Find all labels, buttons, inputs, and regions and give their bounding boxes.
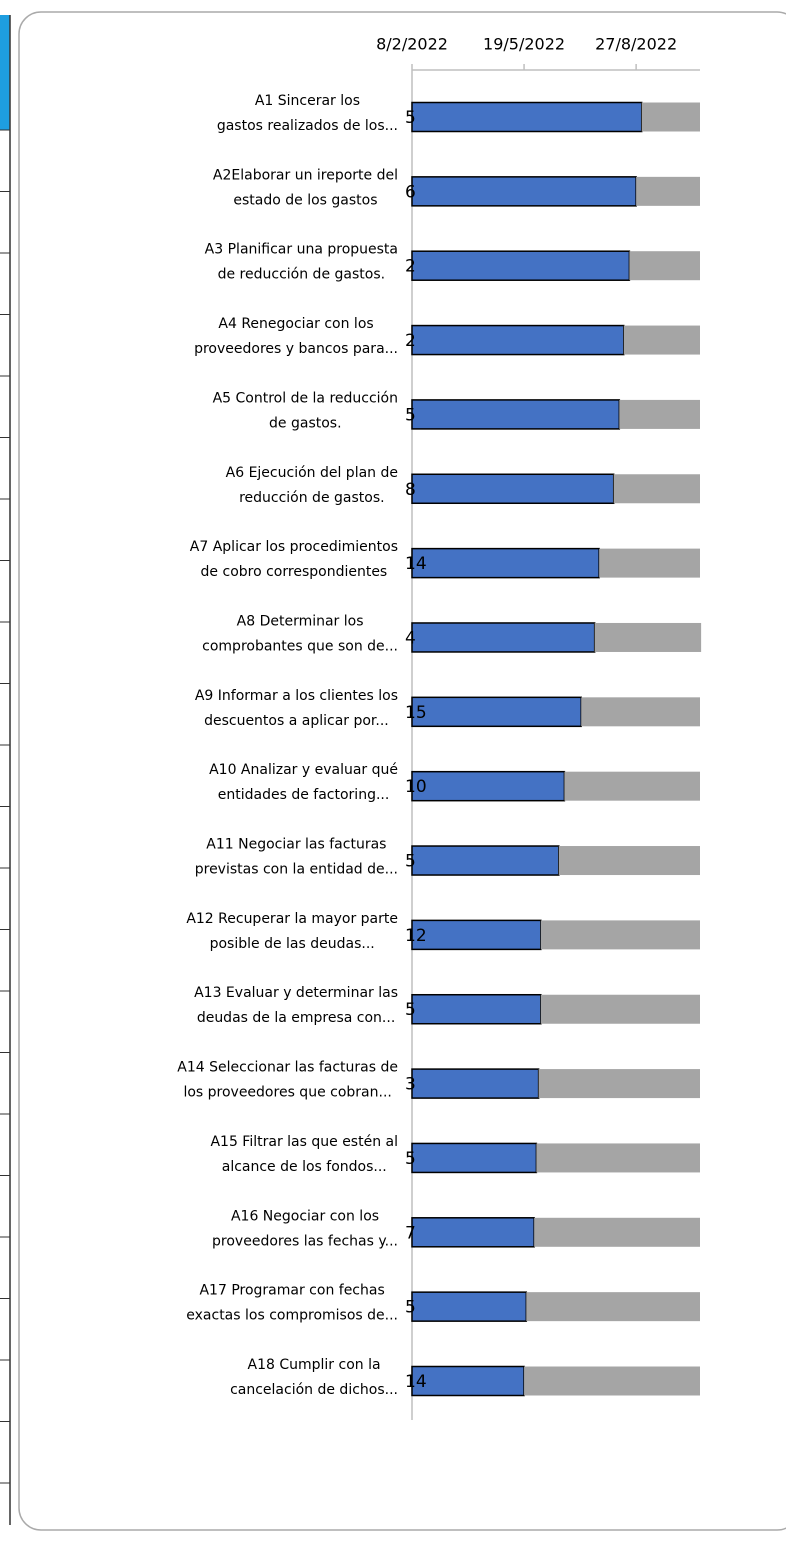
category-label: previstas con la entidad de... bbox=[195, 862, 398, 878]
remaining-bar bbox=[613, 474, 700, 504]
task-bar bbox=[411, 101, 643, 133]
category-label: cancelación de dichos... bbox=[230, 1382, 398, 1398]
data-label: 7 bbox=[405, 1223, 416, 1243]
category-label: descuentos a aplicar por... bbox=[204, 713, 389, 729]
category-label: A7 Aplicar los procedimientos bbox=[190, 539, 398, 555]
data-label: 14 bbox=[405, 1372, 427, 1392]
category-label: posible de las deudas... bbox=[210, 936, 375, 952]
task-bar bbox=[411, 1142, 538, 1174]
remaining-bar bbox=[581, 697, 700, 727]
category-label: A18 Cumplir con la bbox=[248, 1357, 381, 1373]
category-label: A9 Informar a los clientes los bbox=[195, 688, 398, 704]
data-label: 12 bbox=[405, 926, 427, 946]
remaining-bar bbox=[594, 622, 702, 652]
task-bar bbox=[411, 176, 637, 207]
category-label: A1 Sincerar los bbox=[255, 93, 360, 109]
task-bar bbox=[411, 1291, 528, 1322]
task-bar bbox=[411, 1217, 535, 1248]
category-label: de cobro correspondientes bbox=[201, 564, 388, 580]
category-label: exactas los compromisos de... bbox=[186, 1308, 398, 1324]
data-label: 2 bbox=[405, 257, 416, 277]
remaining-bar bbox=[536, 1143, 700, 1173]
category-label: estado de los gastos bbox=[233, 192, 377, 208]
task-bar bbox=[411, 696, 582, 728]
remaining-bar bbox=[526, 1292, 700, 1322]
task-bar bbox=[411, 1068, 540, 1099]
chart-frame bbox=[18, 11, 786, 1531]
remaining-bar bbox=[564, 771, 700, 801]
remaining-bar bbox=[540, 920, 700, 950]
remaining-bar bbox=[623, 325, 700, 355]
data-label: 5 bbox=[405, 1000, 416, 1020]
task-bar bbox=[411, 770, 566, 802]
remaining-bar bbox=[629, 251, 700, 281]
remaining-bar bbox=[534, 1217, 700, 1247]
data-label: 10 bbox=[405, 777, 427, 797]
data-label: 3 bbox=[405, 1075, 416, 1095]
remaining-bar bbox=[524, 1366, 700, 1396]
category-label: de gastos. bbox=[269, 415, 342, 431]
remaining-bar bbox=[540, 994, 700, 1024]
category-label: A6 Ejecución del plan de bbox=[226, 465, 398, 481]
category-label: A10 Analizar y evaluar qué bbox=[209, 762, 398, 778]
data-label: 4 bbox=[405, 628, 416, 648]
category-label: A12 Recuperar la mayor parte bbox=[186, 911, 398, 927]
category-label: A5 Control de la reducción bbox=[213, 390, 398, 406]
category-label: deudas de la empresa con... bbox=[197, 1010, 395, 1026]
x-tick-label: 27/8/2022 bbox=[595, 35, 677, 54]
data-label: 5 bbox=[405, 852, 416, 872]
x-tick-label: 19/5/2022 bbox=[483, 35, 565, 54]
category-label: gastos realizados de los... bbox=[217, 118, 398, 134]
data-label: 2 bbox=[405, 331, 416, 351]
category-label: los proveedores que cobran... bbox=[183, 1085, 391, 1101]
category-label: de reducción de gastos. bbox=[218, 267, 385, 283]
cut-off-table-rows bbox=[0, 129, 10, 1484]
remaining-bar bbox=[619, 399, 700, 429]
data-label: 14 bbox=[405, 554, 427, 574]
data-label: 5 bbox=[405, 108, 416, 128]
remaining-bar bbox=[558, 846, 700, 876]
data-label: 5 bbox=[405, 405, 416, 425]
x-tick-label: 8/2/2022 bbox=[376, 35, 448, 54]
category-label: A3 Planificar una propuesta bbox=[205, 242, 398, 258]
task-bar bbox=[411, 845, 560, 876]
task-bar bbox=[411, 919, 542, 951]
category-label: entidades de factoring... bbox=[218, 787, 390, 803]
data-label: 8 bbox=[405, 480, 416, 500]
category-label: alcance de los fondos... bbox=[222, 1159, 387, 1175]
category-label: A15 Filtrar las que estén al bbox=[210, 1134, 398, 1150]
task-bar bbox=[411, 622, 596, 653]
category-label: A4 Renegociar con los bbox=[218, 316, 373, 332]
category-label: A17 Programar con fechas bbox=[199, 1283, 384, 1299]
data-label: 6 bbox=[405, 182, 416, 202]
data-label: 5 bbox=[405, 1149, 416, 1169]
data-label: 5 bbox=[405, 1298, 416, 1318]
task-bar bbox=[411, 324, 625, 356]
task-bar bbox=[411, 473, 615, 505]
category-label: A8 Determinar los bbox=[237, 613, 364, 629]
task-bar bbox=[411, 547, 600, 579]
task-bar bbox=[411, 399, 621, 430]
task-bar bbox=[411, 1365, 525, 1397]
remaining-bar bbox=[636, 176, 700, 206]
category-label: A11 Negociar las facturas bbox=[206, 837, 386, 853]
cut-off-header bbox=[0, 15, 10, 130]
remaining-bar bbox=[641, 102, 700, 132]
category-label: proveedores las fechas y... bbox=[212, 1233, 398, 1249]
data-label: 15 bbox=[405, 703, 427, 723]
category-label: A13 Evaluar y determinar las bbox=[194, 985, 398, 1001]
category-label: proveedores y bancos para... bbox=[194, 341, 398, 357]
category-label: comprobantes que son de... bbox=[202, 638, 398, 654]
task-bar bbox=[411, 250, 631, 281]
category-label: A14 Seleccionar las facturas de bbox=[177, 1060, 398, 1076]
task-bar bbox=[411, 993, 542, 1025]
remaining-bar bbox=[538, 1069, 700, 1099]
category-label: A2Elaborar un ireporte del bbox=[213, 167, 398, 183]
category-label: reducción de gastos. bbox=[239, 490, 385, 506]
remaining-bar bbox=[599, 548, 700, 578]
category-label: A16 Negociar con los bbox=[231, 1208, 379, 1224]
